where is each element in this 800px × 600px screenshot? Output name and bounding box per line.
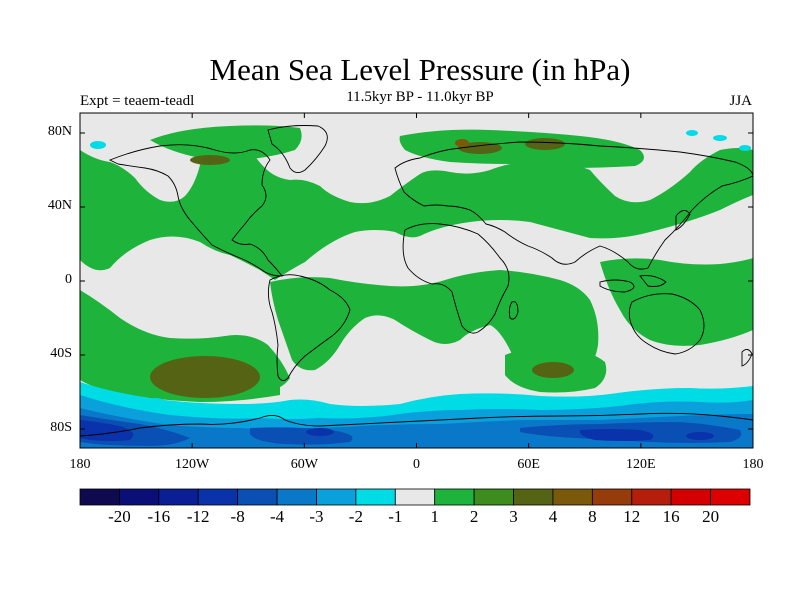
colorbar-swatch xyxy=(316,488,357,506)
coastline-greenland xyxy=(267,125,328,173)
period-label: 11.5kyr BP - 11.0kyr BP xyxy=(346,89,494,105)
colorbar-swatch xyxy=(473,488,514,506)
coastline-japan xyxy=(675,210,691,231)
coastline-new-zealand xyxy=(741,349,753,367)
coastline-australia xyxy=(628,293,705,355)
colorbar-label: -12 xyxy=(186,507,210,526)
coastline-antarctica xyxy=(80,412,753,437)
map-fill-layer xyxy=(80,113,753,448)
colorbar-label: -3 xyxy=(309,507,324,526)
y-tick-label: 80N xyxy=(47,124,72,139)
anomaly-core xyxy=(306,428,334,436)
anomaly-core xyxy=(190,155,230,165)
y-tick-label: 40N xyxy=(47,198,72,213)
colorbar-swatch xyxy=(355,488,396,506)
coastline-madagascar xyxy=(508,301,519,320)
colorbar-label: -1 xyxy=(388,507,403,526)
coastlines xyxy=(80,125,753,437)
anomaly-core xyxy=(713,135,727,141)
colorbar-swatch xyxy=(119,488,160,506)
anomaly-core xyxy=(145,398,165,406)
x-tick-label: 60W xyxy=(290,457,318,472)
colorbar-swatch xyxy=(276,488,317,506)
colorbar-swatch xyxy=(552,488,593,506)
colorbar-swatch xyxy=(197,488,239,506)
colorbar-swatch xyxy=(591,488,633,506)
anomaly-core xyxy=(458,142,502,154)
experiment-label: Expt = teaem-teadl xyxy=(80,93,195,109)
x-tick-label: 180 xyxy=(69,457,91,472)
anomaly-core xyxy=(739,145,751,151)
anomaly-region xyxy=(600,258,753,346)
colorbar-label: 3 xyxy=(509,507,518,526)
x-tick-label: 180 xyxy=(742,457,764,472)
coastline-south-america xyxy=(267,274,351,381)
anomaly-region xyxy=(80,132,753,280)
colorbar-swatch xyxy=(158,488,199,506)
anomaly-core xyxy=(686,432,714,440)
colorbar-swatch xyxy=(79,488,120,506)
colorbar-label: -2 xyxy=(348,507,363,526)
anomaly-region xyxy=(579,429,654,441)
season-label: JJA xyxy=(729,93,752,109)
colorbar-swatch xyxy=(434,488,475,506)
colorbar xyxy=(79,488,751,506)
colorbar-label: 2 xyxy=(469,507,479,526)
colorbar-label: 1 xyxy=(430,507,439,526)
x-tick-label: 120E xyxy=(626,457,656,472)
anomaly-core xyxy=(525,138,565,150)
anomaly-region xyxy=(150,125,302,161)
coastline-africa xyxy=(402,223,510,334)
y-tick-label: 80S xyxy=(50,420,72,435)
colorbar-label: 4 xyxy=(548,507,558,526)
colorbar-swatch xyxy=(670,488,711,506)
coastline-indonesia xyxy=(599,275,667,293)
colorbar-swatch xyxy=(394,488,436,506)
colorbar-swatch xyxy=(631,488,672,506)
colorbar-swatch xyxy=(237,488,278,506)
colorbar-swatch xyxy=(513,488,554,506)
anomaly-core xyxy=(686,130,698,136)
colorbar-label: 8 xyxy=(588,507,597,526)
anomaly-region xyxy=(80,160,110,207)
colorbar-label: 20 xyxy=(702,507,720,526)
coastline-north-america xyxy=(108,144,283,277)
colorbar-label: 16 xyxy=(662,507,680,526)
coastline-eurasia xyxy=(394,141,753,270)
colorbar-label: -16 xyxy=(147,507,171,526)
anomaly-core xyxy=(90,141,106,149)
colorbar-label: -4 xyxy=(269,507,285,526)
page-title: Mean Sea Level Pressure (in hPa) xyxy=(209,52,631,87)
colorbar-label: 12 xyxy=(623,507,641,526)
colorbar-label: -20 xyxy=(108,507,131,526)
axis-ticks xyxy=(79,113,754,448)
anomaly-region xyxy=(80,420,134,441)
y-tick-label: 40S xyxy=(50,346,72,361)
x-tick-label: 0 xyxy=(413,457,420,472)
y-tick-label: 0 xyxy=(65,272,72,287)
anomaly-core xyxy=(532,362,574,378)
colorbar-label: -8 xyxy=(230,507,245,526)
anomaly-core xyxy=(150,356,260,398)
x-tick-label: 60E xyxy=(517,457,540,472)
colorbar-swatch xyxy=(710,488,751,506)
x-tick-label: 120W xyxy=(175,457,210,472)
anomaly-core xyxy=(455,139,469,147)
